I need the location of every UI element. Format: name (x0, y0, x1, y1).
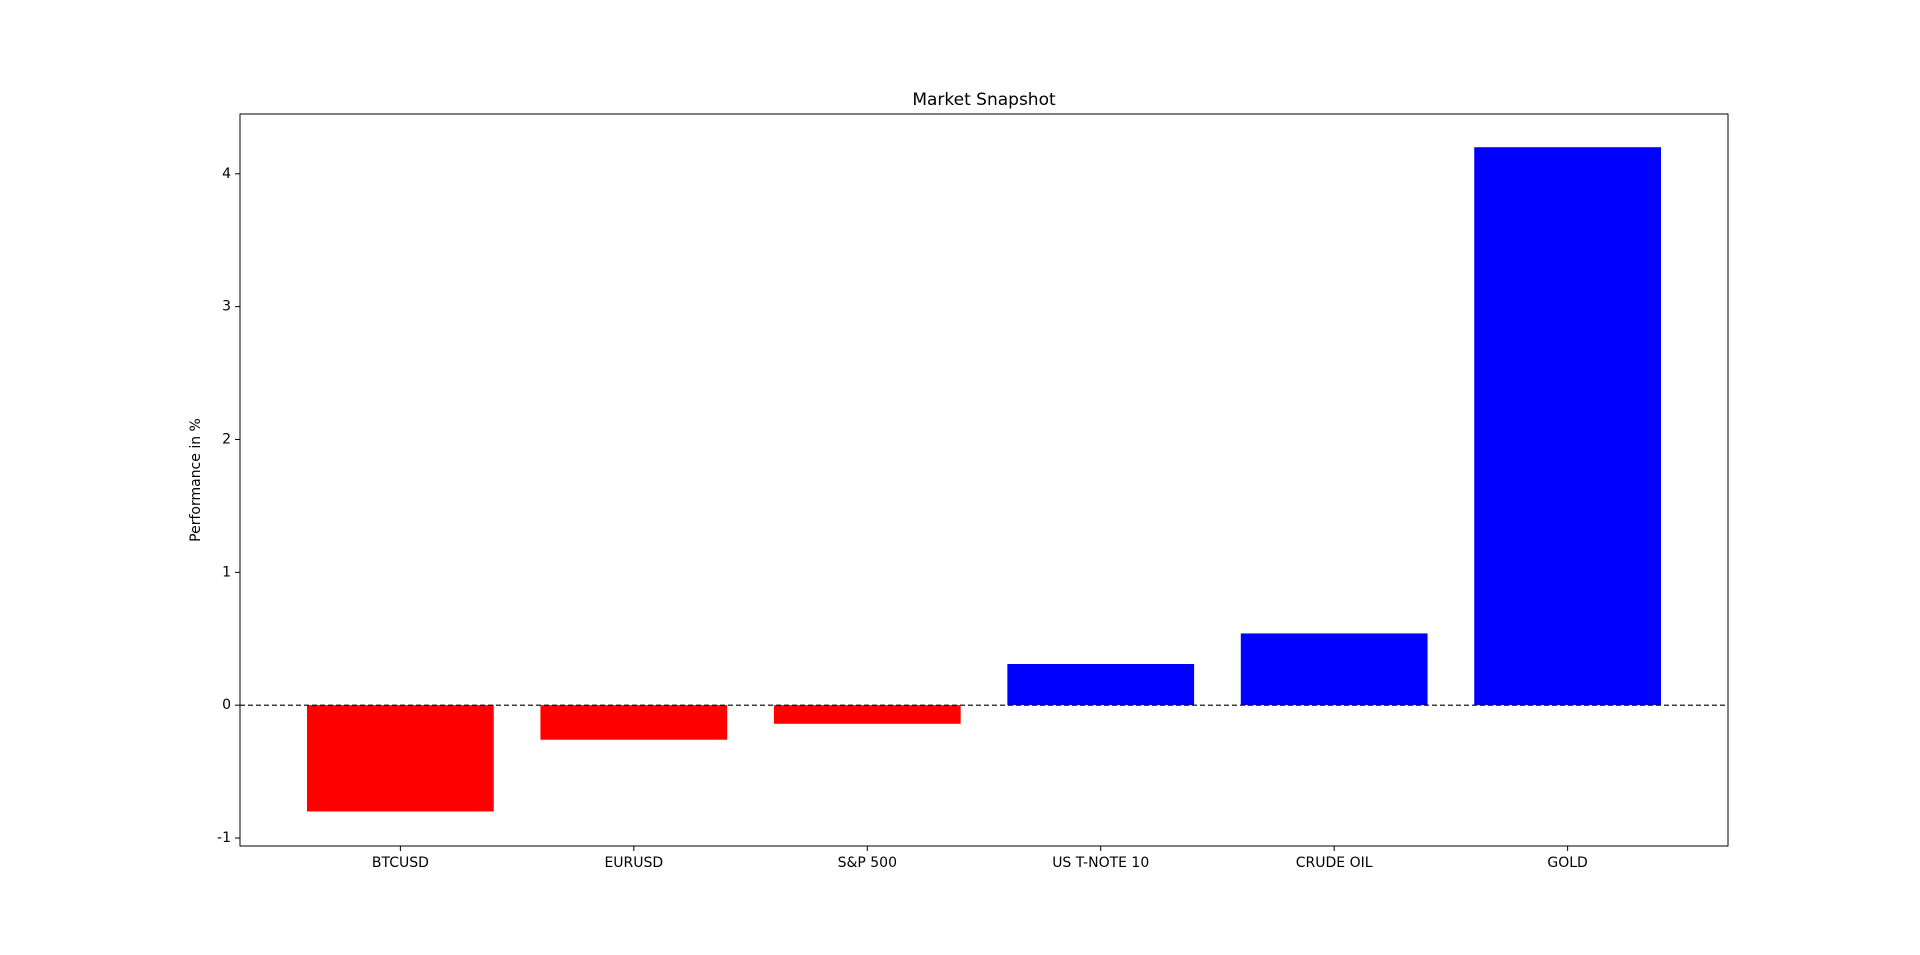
y-tick-label: -1 (217, 830, 231, 846)
y-axis-label: Performance in % (188, 418, 204, 542)
bar (540, 705, 728, 740)
x-tick-label: GOLD (1547, 855, 1587, 871)
y-tick-label: 3 (222, 299, 231, 315)
bar (1007, 663, 1195, 706)
bar (1240, 633, 1428, 706)
bar (773, 705, 961, 724)
y-tick-label: 4 (222, 166, 231, 182)
x-tick-label: CRUDE OIL (1296, 855, 1373, 871)
plot-frame (239, 113, 1729, 847)
bar (1474, 147, 1662, 706)
y-tick-label: 2 (222, 431, 231, 447)
chart-title: Market Snapshot (912, 90, 1056, 110)
y-tick-label: 0 (222, 697, 231, 713)
bar (306, 705, 494, 812)
x-tick-label: US T-NOTE 10 (1052, 855, 1149, 871)
x-tick-label: S&P 500 (838, 855, 897, 871)
x-tick-label: EURUSD (604, 855, 663, 871)
y-tick-label: 1 (222, 564, 231, 580)
x-tick-label: BTCUSD (372, 855, 429, 871)
